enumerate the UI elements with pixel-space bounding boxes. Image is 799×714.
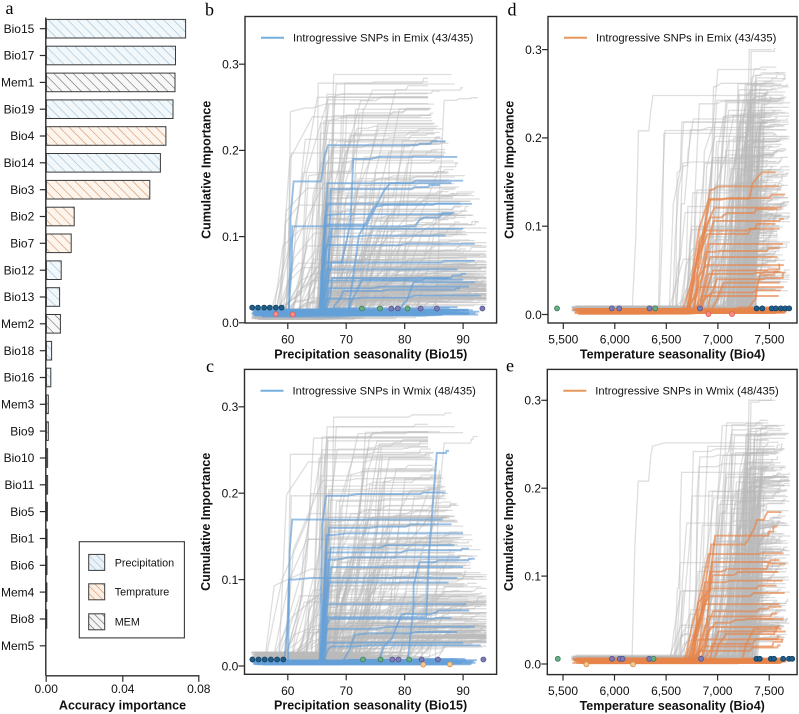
svg-text:5,500: 5,500 — [548, 684, 578, 698]
svg-text:5,500: 5,500 — [548, 333, 578, 347]
svg-text:Precipitation seasonality (Bio: Precipitation seasonality (Bio15) — [274, 347, 467, 361]
svg-text:Cumulative Importance: Cumulative Importance — [200, 101, 214, 239]
svg-text:Bio6: Bio6 — [10, 559, 34, 573]
svg-text:7,500: 7,500 — [754, 684, 784, 698]
svg-text:0.0: 0.0 — [525, 308, 542, 322]
svg-text:b: b — [205, 0, 214, 20]
svg-text:0.08: 0.08 — [187, 682, 211, 696]
svg-text:a: a — [6, 0, 14, 18]
svg-text:Bio17: Bio17 — [4, 49, 35, 63]
svg-text:Bio8: Bio8 — [10, 612, 34, 626]
svg-text:6,000: 6,000 — [600, 333, 630, 347]
svg-text:0.3: 0.3 — [222, 58, 239, 72]
svg-text:0.0: 0.0 — [222, 659, 239, 673]
svg-text:70: 70 — [340, 333, 354, 347]
svg-text:0.2: 0.2 — [525, 131, 542, 145]
svg-text:Mem3: Mem3 — [1, 398, 35, 412]
svg-text:Bio2: Bio2 — [10, 210, 34, 224]
svg-text:Bio7: Bio7 — [10, 237, 34, 251]
svg-text:60: 60 — [281, 684, 295, 698]
svg-text:7,000: 7,000 — [703, 333, 733, 347]
svg-text:Bio5: Bio5 — [10, 505, 34, 519]
svg-text:Bio18: Bio18 — [4, 344, 35, 358]
svg-text:Bio12: Bio12 — [4, 263, 35, 277]
svg-text:Mem5: Mem5 — [1, 639, 35, 653]
svg-text:0.1: 0.1 — [524, 569, 541, 583]
svg-text:0.3: 0.3 — [524, 394, 541, 408]
svg-text:Bio10: Bio10 — [4, 451, 35, 465]
svg-text:0.3: 0.3 — [222, 400, 239, 414]
svg-text:Bio9: Bio9 — [10, 424, 34, 438]
svg-text:MEM: MEM — [115, 617, 140, 629]
svg-text:Precipitation seasonality (Bio: Precipitation seasonality (Bio15) — [274, 699, 467, 713]
svg-text:0.00: 0.00 — [35, 682, 59, 696]
svg-text:Introgressive SNPs in Wmix (48: Introgressive SNPs in Wmix (48/435) — [595, 385, 779, 397]
svg-text:Bio16: Bio16 — [4, 371, 35, 385]
svg-text:Bio4: Bio4 — [10, 129, 34, 143]
svg-text:Bio11: Bio11 — [4, 478, 34, 492]
svg-text:0.2: 0.2 — [222, 487, 239, 501]
svg-text:90: 90 — [456, 684, 470, 698]
svg-text:Cumulative Importance: Cumulative Importance — [199, 453, 213, 591]
svg-text:0.2: 0.2 — [524, 482, 541, 496]
svg-text:Mem4: Mem4 — [1, 585, 35, 599]
svg-text:Accuracy importance: Accuracy importance — [59, 699, 186, 713]
svg-text:Introgressive SNPs in Emix (43: Introgressive SNPs in Emix (43/435) — [596, 33, 777, 45]
svg-text:Precipitation: Precipitation — [115, 557, 174, 569]
svg-text:e: e — [506, 356, 514, 376]
svg-text:Mem2: Mem2 — [1, 317, 35, 331]
svg-text:Bio3: Bio3 — [10, 183, 34, 197]
svg-text:Mem1: Mem1 — [1, 76, 35, 90]
svg-text:Cumulative Importance: Cumulative Importance — [502, 453, 516, 591]
svg-text:Bio1: Bio1 — [10, 532, 34, 546]
svg-text:70: 70 — [340, 684, 354, 698]
svg-text:Introgressive SNPs in Wmix (48: Introgressive SNPs in Wmix (48/435) — [293, 385, 477, 397]
svg-text:6,500: 6,500 — [651, 333, 681, 347]
svg-text:Introgressive SNPs in Emix (43: Introgressive SNPs in Emix (43/435) — [293, 33, 474, 45]
svg-text:7,500: 7,500 — [754, 333, 784, 347]
svg-text:Temprature: Temprature — [115, 587, 170, 599]
svg-text:0.0: 0.0 — [524, 657, 541, 671]
svg-text:80: 80 — [398, 684, 412, 698]
svg-text:Bio15: Bio15 — [4, 22, 35, 36]
svg-text:0.1: 0.1 — [525, 220, 542, 234]
svg-text:Bio14: Bio14 — [4, 156, 35, 170]
svg-text:60: 60 — [281, 333, 295, 347]
svg-text:0.0: 0.0 — [222, 316, 239, 330]
svg-text:Cumulative Importance: Cumulative Importance — [503, 101, 517, 239]
svg-text:0.1: 0.1 — [222, 230, 239, 244]
svg-text:Bio13: Bio13 — [4, 290, 35, 304]
svg-text:Bio19: Bio19 — [4, 102, 35, 116]
svg-text:6,000: 6,000 — [599, 684, 629, 698]
svg-text:c: c — [206, 356, 214, 376]
svg-text:7,000: 7,000 — [703, 684, 733, 698]
svg-text:0.04: 0.04 — [111, 682, 135, 696]
svg-text:d: d — [508, 0, 517, 20]
svg-text:6,500: 6,500 — [651, 684, 681, 698]
svg-text:0.2: 0.2 — [222, 144, 239, 158]
svg-text:0.1: 0.1 — [222, 573, 239, 587]
svg-text:Temperature seasonality (Bio4): Temperature seasonality (Bio4) — [580, 699, 765, 713]
svg-text:Temperature seasonality (Bio4): Temperature seasonality (Bio4) — [580, 347, 765, 361]
svg-text:0.3: 0.3 — [525, 43, 542, 57]
svg-text:90: 90 — [456, 333, 470, 347]
svg-text:80: 80 — [398, 333, 412, 347]
